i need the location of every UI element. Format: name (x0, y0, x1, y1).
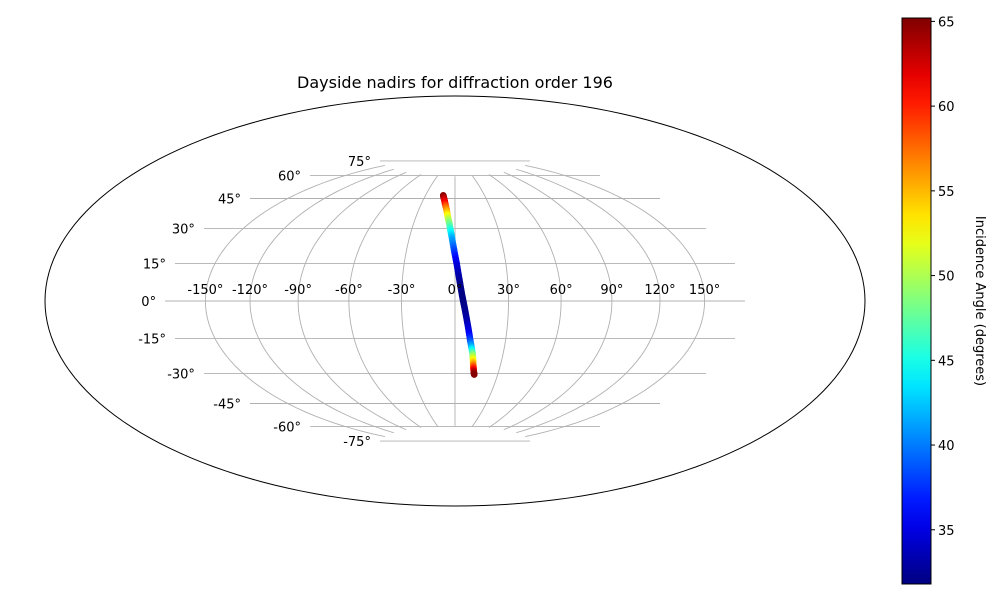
lat-tick-label: 15° (143, 257, 166, 272)
colorbar-tick-label: 50 (938, 270, 955, 285)
lon-tick-label: -150° (187, 283, 223, 298)
colorbar-tick-label: 65 (938, 15, 955, 30)
colorbar-gradient (901, 17, 932, 585)
colorbar-tick-label: 55 (938, 185, 955, 200)
lon-tick-label: 120° (644, 283, 675, 298)
lat-tick-label: 45° (218, 193, 241, 208)
colorbar: 35 40 45 50 55 60 65 Incidence Angle (degrees) (901, 15, 987, 585)
lon-tick-label: -60° (335, 283, 363, 298)
map-plot-area: -150° -120° -90° -60° -30° 0° 30° 60° 90° 120° 150… (44, 95, 866, 507)
lon-tick-label: 60° (550, 283, 573, 298)
data-points (439, 192, 478, 378)
lat-tick-label: -75° (343, 435, 371, 450)
chart-title: Dayside nadirs for diffraction order 196 (297, 73, 613, 92)
lat-tick-label: 0° (141, 295, 156, 310)
lat-tick-label: -30° (167, 367, 195, 382)
colorbar-tick-label: 60 (938, 100, 955, 115)
lon-tick-label: -120° (232, 283, 268, 298)
colorbar-tick-label: 40 (938, 439, 955, 454)
lon-tick-label: -30° (388, 283, 416, 298)
colorbar-ticks: 35 40 45 50 55 60 65 (931, 15, 955, 539)
colorbar-label: Incidence Angle (degrees) (972, 216, 987, 386)
lat-tick-label: -15° (138, 333, 166, 348)
latitude-tick-labels: -75° -60° -45° -30° -15° 0° 15° 30° 45° 60° 75° (138, 155, 371, 450)
lat-tick-label: -60° (273, 421, 301, 436)
lon-tick-label: -90° (284, 283, 312, 298)
lat-tick-label: 60° (278, 169, 301, 184)
lon-tick-label: 30° (497, 283, 520, 298)
colorbar-tick-label: 35 (938, 524, 955, 539)
lon-tick-label: 150° (689, 283, 720, 298)
colorbar-tick-label: 45 (938, 354, 955, 369)
lat-tick-label: 30° (172, 223, 195, 238)
data-point (470, 371, 478, 378)
lon-tick-label: 0° (448, 283, 463, 298)
map-outline (44, 95, 866, 507)
lat-tick-label: 75° (348, 155, 371, 170)
longitude-tick-labels: -150° -120° -90° -60° -30° 0° 30° 60° 90° 120° 150… (187, 283, 720, 298)
graticule (165, 160, 745, 442)
lon-tick-label: 90° (600, 283, 623, 298)
lat-tick-label: -45° (213, 398, 241, 413)
